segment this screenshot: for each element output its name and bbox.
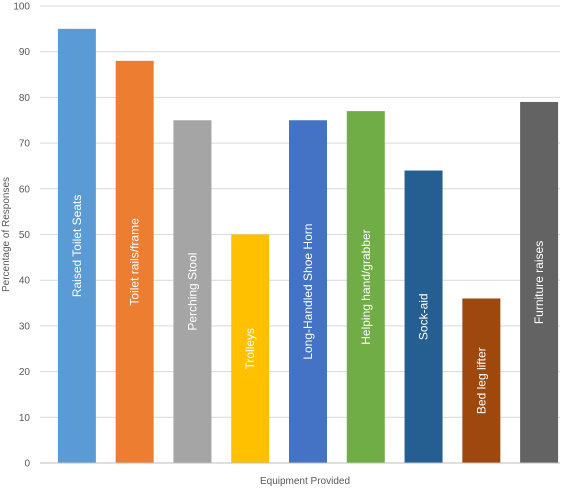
bar-label: Perching Stool	[185, 253, 199, 331]
bar-label: Bed leg lifter	[474, 347, 488, 414]
bar-labels: Raised Toilet Seats Toilet rails/frame Per…	[70, 195, 546, 414]
bar	[520, 101, 559, 463]
bar	[404, 170, 443, 463]
bar-label: Helping hand/grabber	[359, 229, 373, 344]
y-tick-label: 50	[19, 230, 31, 241]
y-tick-label: 30	[19, 321, 31, 332]
y-tick-label: 40	[19, 276, 31, 287]
y-tick-label: 80	[19, 93, 31, 104]
bar-label: Long-Handled Shoe Horn	[301, 224, 315, 360]
bar	[57, 28, 96, 463]
bar-label: Furniture raises	[532, 241, 546, 324]
bar	[173, 120, 212, 463]
bars	[57, 28, 559, 464]
bar	[289, 120, 327, 463]
bar	[462, 298, 501, 463]
bar	[115, 60, 154, 464]
y-tick-label: 0	[24, 459, 30, 470]
y-tick-label: 60	[19, 184, 31, 195]
bar-label: Toilet rails/frame	[128, 218, 142, 306]
bar	[231, 234, 270, 463]
y-tick-label: 10	[19, 413, 31, 424]
bar-label: Raised Toilet Seats	[70, 195, 84, 298]
y-tick-label: 20	[19, 367, 31, 378]
y-tick-label: 70	[19, 139, 31, 150]
y-tick-label: 100	[13, 2, 30, 13]
y-axis-title: Percentage of Responses	[1, 177, 12, 292]
x-axis-title: Equipment Provided	[260, 476, 350, 487]
bar-label: Sock-aid	[417, 293, 431, 340]
bar	[346, 111, 385, 464]
bar-label: Trolleys	[243, 328, 257, 370]
y-tick-label: 90	[19, 47, 31, 58]
y-axis-ticks: 0 10 20 30 40 50 60 70 80 90 100	[13, 2, 30, 470]
